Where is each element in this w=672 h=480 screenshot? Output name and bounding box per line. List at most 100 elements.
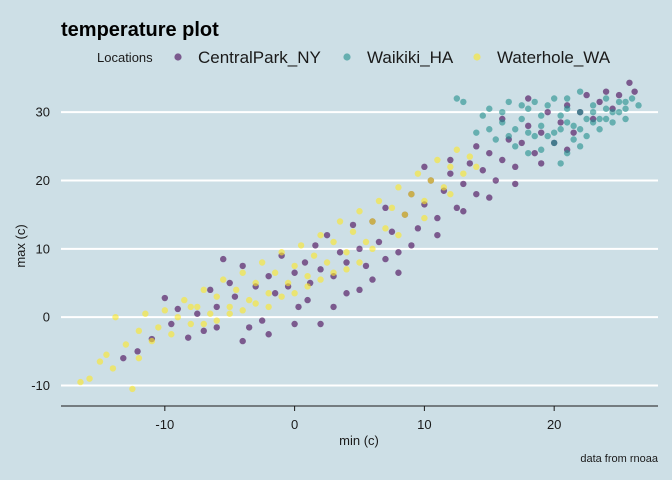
data-point: [570, 136, 577, 143]
data-point: [550, 95, 558, 102]
data-point: [596, 115, 603, 123]
data-point: [395, 231, 402, 239]
data-point: [226, 310, 233, 317]
data-point: [356, 259, 363, 266]
data-point: [486, 149, 493, 157]
data-point: [187, 303, 194, 311]
data-point: [473, 143, 480, 150]
data-point: [537, 122, 545, 130]
data-point: [460, 170, 467, 177]
data-point: [550, 129, 558, 136]
data-point: [563, 105, 571, 112]
data-point: [466, 153, 474, 160]
data-point: [447, 190, 454, 198]
data-point: [112, 313, 119, 321]
data-point: [323, 259, 331, 266]
data-point: [312, 242, 319, 249]
data-point: [207, 310, 214, 317]
data-point: [194, 310, 201, 317]
data-point: [486, 105, 493, 112]
data-point: [213, 303, 220, 311]
data-point: [213, 293, 220, 300]
series-Waterhole_WA: [77, 146, 480, 393]
data-point: [96, 358, 104, 365]
data-point: [544, 132, 551, 140]
data-point: [460, 208, 467, 215]
data-point: [103, 351, 110, 358]
data-point: [291, 290, 298, 297]
data-point: [336, 218, 344, 225]
data-point: [492, 136, 499, 143]
legend-label: Waterhole_WA: [497, 48, 611, 67]
data-point: [479, 167, 486, 174]
data-point: [486, 194, 493, 201]
data-point: [512, 126, 519, 133]
data-point: [473, 129, 480, 136]
data-point: [304, 296, 311, 304]
data-point: [356, 286, 363, 294]
data-point: [395, 249, 402, 256]
data-point: [486, 126, 493, 133]
data-point: [323, 231, 331, 239]
data-point: [557, 112, 564, 119]
data-point: [447, 156, 454, 164]
data-point: [226, 303, 233, 311]
data-point: [440, 184, 448, 191]
legend-item: Waikiki_HA: [343, 48, 454, 67]
data-point: [245, 296, 253, 304]
data-point: [362, 262, 370, 270]
data-point: [576, 88, 584, 95]
y-tick-label: 0: [43, 310, 50, 325]
data-point: [239, 337, 246, 345]
data-point: [427, 177, 435, 184]
data-point: [395, 184, 402, 191]
data-point: [200, 320, 207, 328]
data-point: [278, 249, 285, 256]
data-point: [388, 228, 396, 235]
data-point: [382, 204, 389, 212]
data-point: [265, 303, 272, 311]
legend-item: CentralPark_NY: [174, 48, 321, 67]
data-point: [531, 132, 538, 140]
data-point: [330, 238, 337, 246]
data-point: [304, 283, 311, 290]
data-point: [375, 238, 383, 246]
data-point: [134, 348, 141, 355]
data-point: [388, 204, 396, 212]
data-point: [421, 214, 428, 222]
y-tick-label: 20: [36, 173, 50, 188]
data-point: [135, 327, 143, 335]
data-point: [408, 190, 415, 198]
data-point: [518, 102, 525, 109]
data-point: [343, 290, 350, 297]
data-point: [330, 303, 337, 311]
caption: data from rnoaa: [580, 453, 659, 465]
data-point: [622, 98, 629, 106]
data-point: [414, 170, 422, 177]
data-point: [174, 313, 182, 321]
data-point: [525, 105, 532, 112]
data-point: [135, 354, 143, 362]
data-point: [239, 307, 246, 314]
data-point: [434, 156, 441, 164]
data-point: [343, 249, 350, 256]
data-point: [453, 95, 461, 102]
data-point: [304, 272, 311, 280]
legend-title: Locations: [97, 50, 153, 65]
data-point: [161, 294, 169, 302]
data-point: [174, 305, 182, 313]
data-point: [615, 91, 623, 99]
data-point: [602, 105, 610, 112]
data-point: [142, 310, 149, 317]
data-point: [336, 249, 344, 256]
data-point: [120, 354, 127, 362]
data-point: [231, 293, 239, 300]
data-point: [583, 132, 590, 140]
data-point: [297, 242, 305, 249]
data-point: [122, 341, 130, 348]
data-point: [499, 119, 506, 126]
data-point: [589, 102, 597, 109]
data-point: [382, 225, 389, 232]
data-point: [531, 98, 538, 106]
data-point: [609, 108, 616, 116]
